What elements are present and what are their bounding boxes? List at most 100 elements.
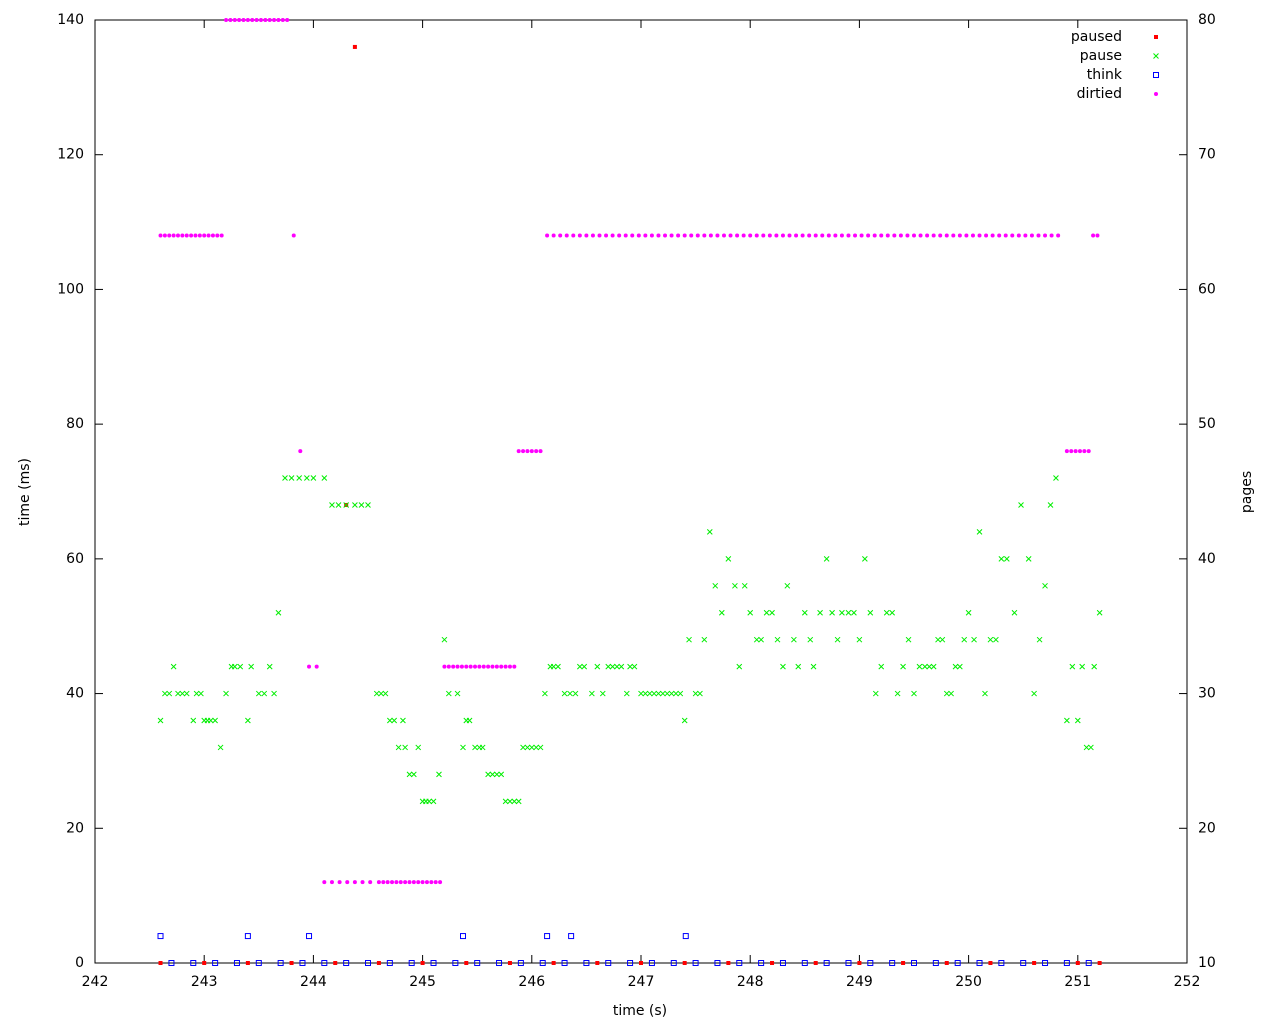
data-point: [681, 717, 688, 724]
data-point: [407, 880, 412, 885]
data-point: [952, 663, 959, 670]
data-point: [609, 663, 616, 670]
data-point: [697, 690, 703, 697]
data-point: [197, 233, 202, 238]
data-point: [957, 663, 963, 670]
data-point: [445, 690, 452, 697]
data-point: [627, 960, 634, 966]
data-point: [892, 233, 897, 238]
data-point: [254, 18, 259, 22]
data-point: [976, 529, 983, 535]
data-point: [352, 502, 358, 508]
data-point: [455, 664, 460, 669]
data-point: [857, 961, 862, 965]
data-point: [668, 690, 675, 697]
data-point: [1086, 449, 1091, 454]
data-point: [862, 556, 868, 562]
data-point: [787, 233, 792, 238]
data-point: [479, 744, 486, 751]
data-point: [1073, 449, 1078, 454]
data-point: [385, 880, 390, 885]
data-point: [627, 663, 633, 670]
data-point: [193, 233, 198, 238]
data-point: [411, 880, 416, 885]
data-point: [971, 636, 977, 643]
data-point: [1056, 233, 1061, 238]
data-point: [905, 233, 910, 238]
data-point: [1069, 449, 1074, 454]
data-point: [511, 798, 518, 805]
data-point: [1064, 449, 1069, 454]
data-point: [400, 717, 406, 724]
data-point: [429, 880, 434, 885]
data-point: [589, 690, 595, 697]
data-point: [939, 636, 946, 643]
data-point: [237, 663, 244, 670]
data-point: [231, 663, 238, 670]
data-point: [299, 960, 306, 966]
data-point: [303, 475, 310, 481]
data-point: [1085, 960, 1092, 966]
y-tick-label: 80: [66, 416, 84, 432]
data-point: [416, 880, 421, 885]
data-point: [642, 690, 649, 697]
data-point: [550, 663, 557, 670]
data-point: [365, 502, 371, 508]
data-point: [976, 960, 983, 966]
data-point: [386, 717, 393, 724]
data-point: [310, 475, 317, 481]
y2-tick-label: 50: [1198, 416, 1216, 432]
legend-marker: [1153, 53, 1159, 59]
data-point: [1032, 961, 1037, 965]
data-point: [820, 233, 825, 238]
data-point: [494, 664, 499, 669]
data-point: [390, 880, 395, 885]
data-point: [368, 880, 373, 885]
data-point: [1016, 233, 1021, 238]
data-point: [721, 233, 726, 238]
data-point: [525, 449, 530, 454]
data-point: [1003, 233, 1008, 238]
data-point: [813, 233, 818, 238]
data-point: [655, 690, 662, 697]
data-point: [926, 663, 933, 670]
data-point: [275, 609, 282, 616]
data-point: [561, 960, 568, 966]
data-point: [813, 961, 818, 965]
data-point: [436, 771, 442, 778]
data-point: [1042, 960, 1049, 966]
data-point: [1053, 475, 1059, 481]
data-point: [1010, 233, 1015, 238]
data-point: [961, 636, 968, 643]
data-point: [1082, 449, 1087, 454]
data-point: [769, 609, 775, 616]
data-point: [524, 744, 531, 751]
data-point: [223, 690, 229, 697]
data-point: [1031, 690, 1037, 697]
data-point: [754, 233, 759, 238]
data-point: [345, 880, 350, 885]
data-point: [217, 744, 224, 751]
data-point: [291, 233, 296, 238]
data-point: [333, 961, 338, 965]
data-point: [706, 529, 713, 535]
data-point: [485, 771, 491, 778]
data-point: [515, 798, 522, 805]
data-point: [376, 880, 381, 885]
data-point: [801, 609, 808, 616]
data-point: [894, 690, 901, 697]
data-point: [232, 18, 237, 22]
data-point: [1075, 961, 1080, 965]
data-point: [774, 233, 779, 238]
data-point: [736, 663, 743, 670]
data-point: [599, 690, 606, 697]
data-point: [335, 502, 342, 508]
data-point: [378, 690, 384, 697]
data-point: [1079, 663, 1086, 670]
data-point: [761, 233, 766, 238]
data-point: [636, 233, 641, 238]
data-point: [276, 18, 281, 22]
legend-label: pause: [1080, 48, 1122, 64]
data-point: [322, 880, 327, 885]
data-point: [682, 933, 689, 940]
